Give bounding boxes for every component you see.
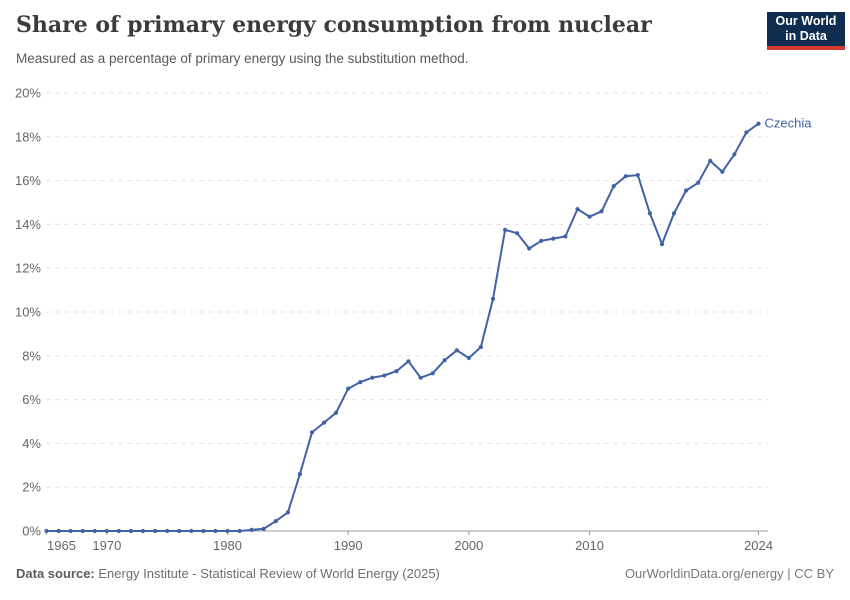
data-point (575, 207, 580, 212)
data-point (684, 188, 689, 193)
data-point (671, 211, 677, 216)
data-point (128, 528, 134, 534)
data-point (696, 180, 701, 185)
data-point (732, 152, 737, 157)
data-point (346, 386, 351, 391)
data-point (563, 234, 568, 239)
data-point (285, 510, 290, 515)
x-tick-label: 2024 (744, 538, 773, 553)
x-tick-label: 2000 (454, 538, 483, 553)
owid-logo-line1: Our World (775, 14, 837, 28)
data-point (189, 528, 194, 534)
data-point (442, 358, 447, 363)
data-point (587, 214, 592, 219)
data-source: Data source: Energy Institute - Statisti… (16, 566, 440, 581)
y-tick-label: 20% (15, 86, 41, 101)
x-tick-label: 1970 (92, 538, 121, 553)
y-tick-label: 18% (15, 129, 41, 144)
data-point (297, 472, 302, 477)
data-point (551, 236, 556, 241)
x-tick-label: 1980 (213, 538, 242, 553)
y-tick-label: 16% (15, 173, 41, 188)
data-point (273, 519, 278, 524)
data-point (744, 130, 749, 135)
data-point (237, 528, 242, 534)
page-title: Share of primary energy consumption from… (16, 12, 652, 38)
data-point (515, 231, 520, 236)
chart-subtitle: Measured as a percentage of primary ener… (16, 51, 469, 66)
data-point (478, 344, 483, 350)
data-point (394, 369, 399, 374)
data-point (599, 209, 604, 214)
y-tick-label: 14% (15, 217, 41, 232)
y-tick-label: 6% (22, 392, 41, 407)
data-point (466, 355, 471, 361)
data-point (249, 527, 254, 533)
data-point (370, 375, 375, 380)
data-point (490, 296, 496, 301)
entity-label: Czechia (765, 116, 813, 131)
data-point (430, 371, 435, 376)
data-point (720, 169, 725, 174)
data-point (104, 528, 109, 534)
data-point (406, 359, 411, 364)
owid-logo-line2: in Data (785, 29, 827, 43)
owid-logo[interactable]: Our World in Data (767, 12, 845, 50)
y-tick-label: 10% (15, 305, 41, 320)
y-tick-label: 12% (15, 261, 41, 276)
x-tick-label: 1965 (47, 538, 76, 553)
data-point (708, 158, 713, 163)
data-point (92, 528, 97, 534)
data-point (382, 373, 387, 378)
data-point (418, 375, 423, 380)
data-point (358, 380, 363, 385)
data-point (213, 528, 218, 534)
x-tick-label: 2010 (575, 538, 604, 553)
data-point (201, 528, 206, 534)
data-point (334, 410, 339, 415)
data-source-text: Energy Institute - Statistical Review of… (94, 566, 440, 581)
data-point (225, 528, 230, 534)
y-tick-label: 8% (22, 348, 41, 363)
credit-link[interactable]: OurWorldinData.org/energy | CC BY (624, 566, 834, 581)
data-point (261, 526, 266, 531)
data-point (527, 246, 532, 251)
x-tick-label: 1990 (334, 538, 363, 553)
y-tick-label: 4% (22, 436, 41, 451)
data-point (165, 528, 170, 534)
data-point (503, 227, 508, 232)
data-point (659, 242, 665, 247)
data-point (611, 184, 616, 189)
data-line (45, 122, 760, 532)
y-tick-label: 2% (22, 480, 41, 495)
data-point (80, 528, 85, 534)
y-tick-label: 0% (22, 524, 41, 539)
data-point (623, 174, 628, 179)
data-point (44, 528, 49, 534)
data-point (177, 528, 182, 534)
data-point (116, 528, 121, 534)
data-point (153, 528, 158, 534)
data-point (756, 121, 761, 126)
data-point (454, 348, 459, 353)
data-point (322, 420, 327, 425)
data-point (68, 528, 73, 534)
data-point (539, 238, 544, 243)
data-point (635, 173, 640, 178)
data-point (647, 211, 653, 216)
data-point (140, 528, 146, 534)
data-point (56, 528, 61, 534)
data-source-label: Data source: (16, 566, 95, 581)
data-point (309, 430, 315, 435)
